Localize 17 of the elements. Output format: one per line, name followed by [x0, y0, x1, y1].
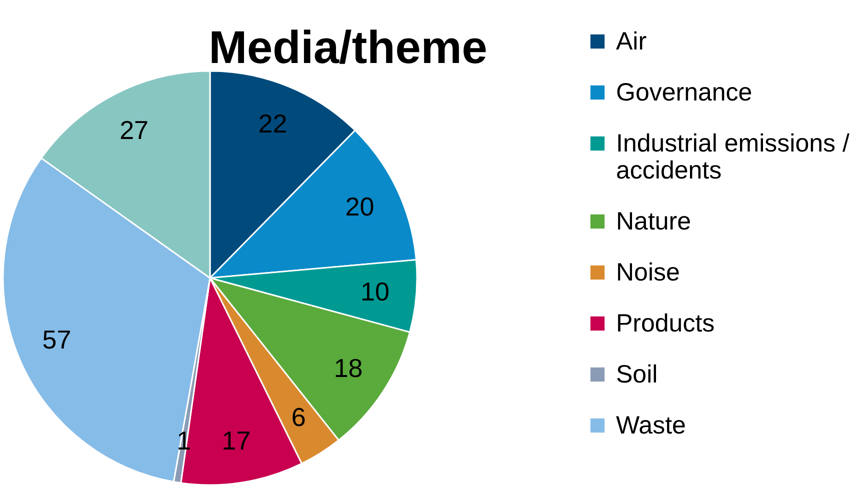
chart-title: Media/theme: [208, 21, 488, 73]
data-label: 18: [334, 353, 363, 384]
legend-label: Waste: [616, 412, 686, 440]
data-label: 27: [120, 114, 148, 145]
data-label: 20: [345, 191, 374, 222]
data-label: 17: [222, 426, 251, 456]
legend-label: Soil: [616, 360, 658, 388]
legend-label: Nature: [616, 208, 692, 236]
legend-label: Air: [616, 28, 647, 56]
legend-label: Noise: [616, 258, 680, 286]
data-label: 57: [42, 324, 72, 355]
data-label: 6: [291, 402, 306, 432]
legend-label: Industrial emissions / accidents: [616, 130, 850, 184]
data-label: 10: [360, 276, 390, 307]
legend-label: Governance: [616, 78, 752, 106]
data-label: 22: [258, 108, 288, 139]
legend-label: Products: [616, 310, 715, 338]
